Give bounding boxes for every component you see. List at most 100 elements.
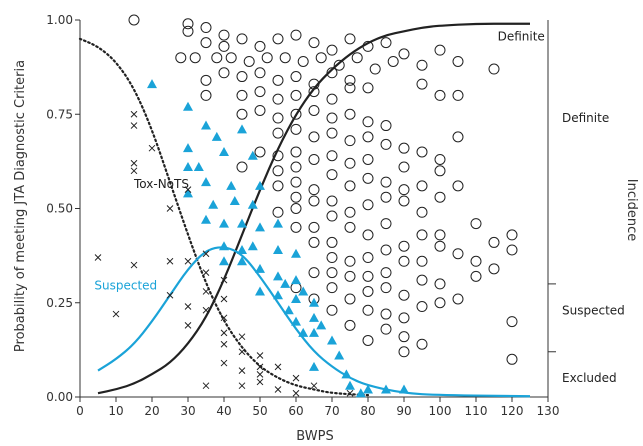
definite-point bbox=[326, 44, 338, 56]
excluded-point bbox=[166, 257, 174, 265]
definite-point bbox=[326, 67, 338, 79]
x-tick-label: 60 bbox=[288, 404, 303, 418]
definite-point bbox=[398, 312, 410, 324]
excluded-point bbox=[220, 329, 228, 337]
definite-point bbox=[398, 142, 410, 154]
definite-point bbox=[362, 229, 374, 241]
definite-point bbox=[416, 146, 428, 158]
excluded-point bbox=[202, 250, 210, 258]
x-tick-label: 130 bbox=[537, 404, 560, 418]
excluded-point-stroke bbox=[238, 367, 246, 374]
definite-point bbox=[380, 323, 392, 335]
excluded-point bbox=[256, 371, 264, 378]
definite-point bbox=[362, 199, 374, 211]
definite-point bbox=[416, 338, 428, 350]
definite-point bbox=[308, 267, 320, 279]
excluded-point-stroke bbox=[202, 288, 210, 295]
suspected-point bbox=[237, 256, 247, 266]
definite-point bbox=[236, 33, 248, 45]
definite-point bbox=[452, 55, 464, 67]
excluded-point-stroke bbox=[166, 257, 174, 265]
suspected-point bbox=[219, 241, 229, 251]
suspected-point bbox=[283, 305, 294, 315]
y-tick-label: 0.25 bbox=[46, 296, 73, 310]
excluded-point-stroke bbox=[274, 363, 282, 371]
definite-point bbox=[344, 180, 356, 192]
suspected-point bbox=[273, 290, 283, 300]
definite-point bbox=[380, 37, 392, 49]
suspected-point bbox=[183, 188, 193, 198]
definite-point bbox=[326, 93, 338, 105]
definite-point bbox=[362, 304, 374, 316]
data-points bbox=[94, 14, 518, 398]
excluded-point bbox=[130, 159, 138, 167]
definite-point bbox=[326, 112, 338, 124]
definite-point bbox=[326, 267, 338, 279]
x-tick-label: 80 bbox=[360, 404, 375, 418]
definite-point bbox=[290, 282, 302, 294]
right-category-label: Excluded bbox=[562, 371, 617, 385]
suspected-point bbox=[291, 248, 301, 258]
definite-point bbox=[290, 203, 302, 214]
definite-point bbox=[380, 120, 392, 132]
suspected-point bbox=[201, 120, 211, 130]
definite-point bbox=[362, 172, 374, 184]
definite-point bbox=[506, 244, 518, 256]
excluded-point-stroke bbox=[130, 261, 138, 269]
definite-point bbox=[362, 82, 374, 94]
x-tick-label: 40 bbox=[216, 404, 231, 418]
annotation-tox-nots: Tox-NoTS bbox=[133, 177, 189, 191]
definite-point bbox=[506, 353, 518, 365]
x-tick-label: 90 bbox=[396, 404, 411, 418]
excluded-point-stroke bbox=[184, 303, 192, 310]
definite-point bbox=[380, 218, 392, 230]
definite-point bbox=[326, 252, 338, 264]
definite-point bbox=[398, 184, 410, 196]
definite-point bbox=[488, 236, 500, 248]
definite-point bbox=[290, 221, 302, 233]
definite-point bbox=[128, 14, 140, 26]
suspected-point bbox=[211, 131, 222, 141]
excluded-point-stroke bbox=[166, 291, 174, 299]
suspected-point bbox=[237, 244, 247, 254]
definite-point bbox=[254, 40, 266, 52]
excluded-point bbox=[112, 310, 120, 318]
definite-point bbox=[272, 127, 284, 139]
suspected-point bbox=[345, 380, 355, 390]
definite-point bbox=[182, 18, 194, 30]
suspected-point bbox=[208, 199, 219, 209]
suspected-point bbox=[309, 361, 319, 371]
definite-point bbox=[297, 55, 309, 67]
y-tick-label: 1.00 bbox=[46, 13, 73, 27]
suspected-point bbox=[341, 369, 352, 379]
definite-point bbox=[452, 180, 464, 192]
definite-point bbox=[488, 63, 500, 75]
suspected-point bbox=[255, 286, 265, 296]
definite-point bbox=[434, 297, 446, 309]
suspected-point bbox=[273, 271, 283, 281]
suspected-point bbox=[291, 316, 301, 326]
right-category-label: Suspected bbox=[562, 303, 625, 317]
definite-point bbox=[254, 104, 266, 116]
definite-point bbox=[362, 334, 374, 346]
definite-point bbox=[272, 165, 284, 177]
excluded-point-stroke bbox=[220, 295, 228, 303]
definite-point bbox=[434, 240, 446, 252]
excluded-point bbox=[202, 288, 210, 295]
annotation-suspected: Suspected bbox=[94, 279, 157, 293]
excluded-point bbox=[184, 322, 192, 329]
excluded-point bbox=[166, 291, 174, 299]
definite-point bbox=[308, 37, 320, 49]
excluded-point-stroke bbox=[202, 250, 210, 258]
definite-point bbox=[236, 89, 248, 101]
suspected-point bbox=[327, 335, 337, 345]
excluded-point bbox=[238, 382, 246, 390]
definite-point bbox=[434, 44, 446, 56]
definite-point bbox=[362, 153, 374, 165]
definite-point bbox=[452, 248, 464, 260]
definite-point bbox=[326, 304, 338, 316]
definite-point bbox=[290, 71, 302, 83]
definite-point bbox=[236, 108, 248, 120]
definite-point bbox=[279, 52, 291, 64]
excluded-point bbox=[220, 359, 228, 367]
